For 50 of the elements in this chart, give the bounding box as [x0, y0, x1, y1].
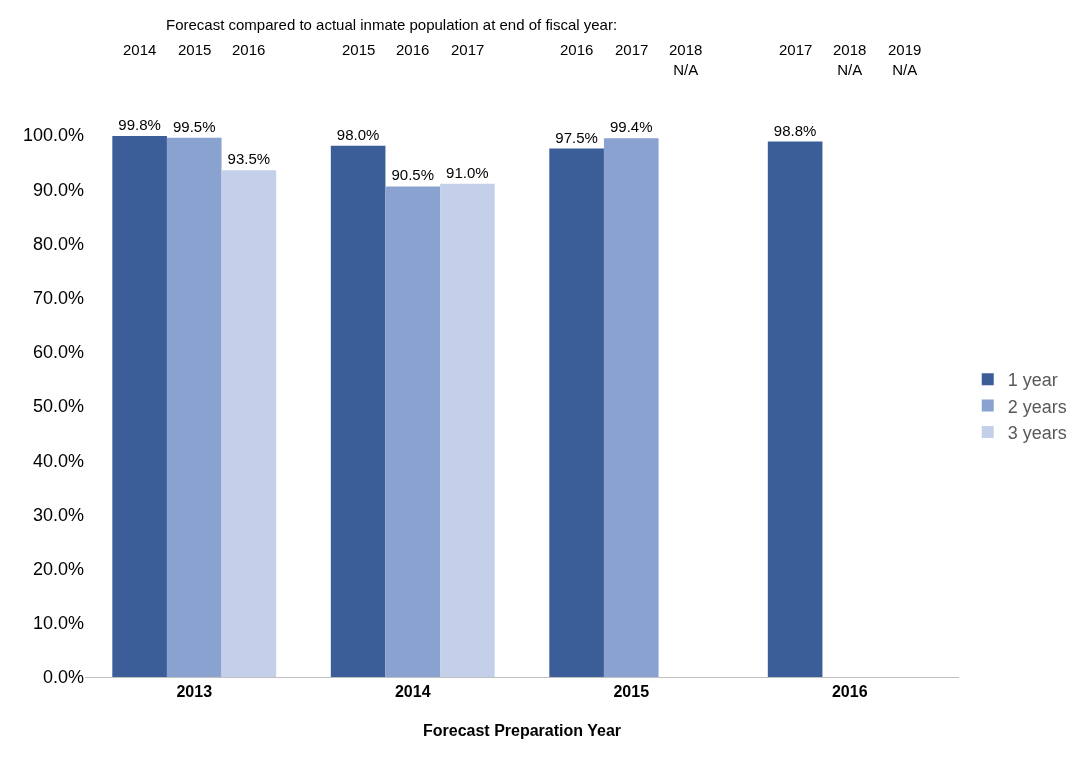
x-tick-label: 2015: [613, 683, 650, 701]
y-tick-label: 40.0%: [32, 450, 84, 471]
y-tick-label: 70.0%: [32, 287, 84, 308]
y-tick-label: 30.0%: [32, 504, 84, 525]
y-tick-label: 20.0%: [32, 558, 84, 579]
bar: [112, 136, 167, 677]
text: 2016: [232, 41, 266, 58]
data-label: 93.5%: [227, 150, 271, 168]
bar: [549, 148, 604, 677]
bar: [767, 141, 823, 677]
text: 2015: [178, 41, 212, 58]
text: Forecast compared to actual inmate population at end of fiscal year:: [166, 16, 618, 33]
y-tick-label: 50.0%: [32, 396, 84, 417]
bar: [440, 183, 495, 677]
x-tick-label: 2013: [176, 683, 213, 701]
text: 2016: [396, 41, 430, 58]
text: 2015: [342, 41, 376, 58]
text: 2016: [560, 41, 594, 58]
data-label: 98.0%: [336, 125, 380, 143]
x-tick-label: 2016: [831, 683, 868, 701]
x-tick-label: 2014: [394, 683, 431, 701]
legend-label: 2 years: [1007, 396, 1067, 417]
y-tick-label: 0.0%: [42, 667, 84, 688]
x-axis-title: Forecast Preparation Year: [422, 721, 622, 739]
bar: [166, 137, 222, 677]
y-tick-label: 90.0%: [32, 179, 84, 200]
data-label: 99.5%: [172, 117, 216, 135]
text: 2017: [779, 41, 813, 58]
y-tick-label: 80.0%: [32, 233, 84, 254]
text: 2018 N/A: [833, 41, 867, 78]
bar: [385, 186, 441, 677]
text: 2014: [123, 41, 157, 58]
text: 2019 N/A: [888, 41, 922, 78]
text: 2018 N/A: [669, 41, 703, 78]
data-label: 99.4%: [609, 118, 653, 136]
bar: [603, 138, 659, 677]
data-label: 90.5%: [391, 166, 435, 184]
y-tick-label: 60.0%: [32, 342, 84, 363]
y-tick-label: 10.0%: [32, 613, 84, 634]
data-label: 98.8%: [773, 121, 817, 139]
data-label: 97.5%: [555, 128, 598, 146]
y-tick-label: 100.0%: [22, 125, 84, 146]
bar: [221, 170, 277, 677]
bar: [330, 145, 386, 677]
data-label: 99.8%: [118, 116, 161, 134]
data-label: 91.0%: [446, 163, 489, 181]
text: 2017: [615, 41, 649, 58]
legend-label: 1 year: [1007, 370, 1058, 391]
legend-label: 3 years: [1007, 423, 1067, 444]
text: 2017: [451, 41, 485, 58]
